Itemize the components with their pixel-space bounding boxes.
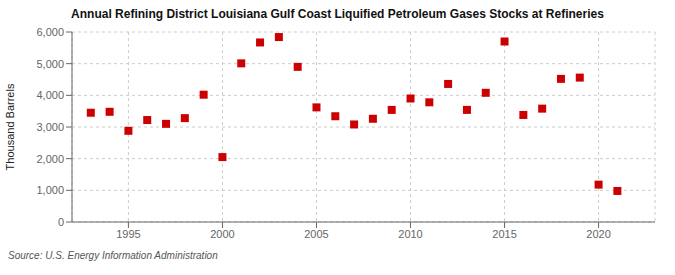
svg-text:2020: 2020 bbox=[586, 228, 610, 240]
svg-text:2005: 2005 bbox=[304, 228, 328, 240]
svg-text:0: 0 bbox=[58, 216, 64, 228]
svg-text:5,000: 5,000 bbox=[36, 58, 64, 70]
svg-text:1,000: 1,000 bbox=[36, 184, 64, 196]
svg-text:2,000: 2,000 bbox=[36, 153, 64, 165]
svg-text:2015: 2015 bbox=[492, 228, 516, 240]
svg-text:6,000: 6,000 bbox=[36, 26, 64, 38]
svg-text:2010: 2010 bbox=[398, 228, 422, 240]
html-text:Source: U.S. Energy Informatio: Source: U.S. Energy Information Administ… bbox=[8, 250, 218, 261]
html-text:Annual Refining District Louis: Annual Refining District Louisiana Gulf … bbox=[71, 7, 604, 21]
svg-text:3,000: 3,000 bbox=[36, 121, 64, 133]
svg-text:Thousand Barrels: Thousand Barrels bbox=[8, 83, 16, 170]
svg-text:1995: 1995 bbox=[116, 228, 140, 240]
svg-text:2000: 2000 bbox=[210, 228, 234, 240]
svg-text:4,000: 4,000 bbox=[36, 89, 64, 101]
